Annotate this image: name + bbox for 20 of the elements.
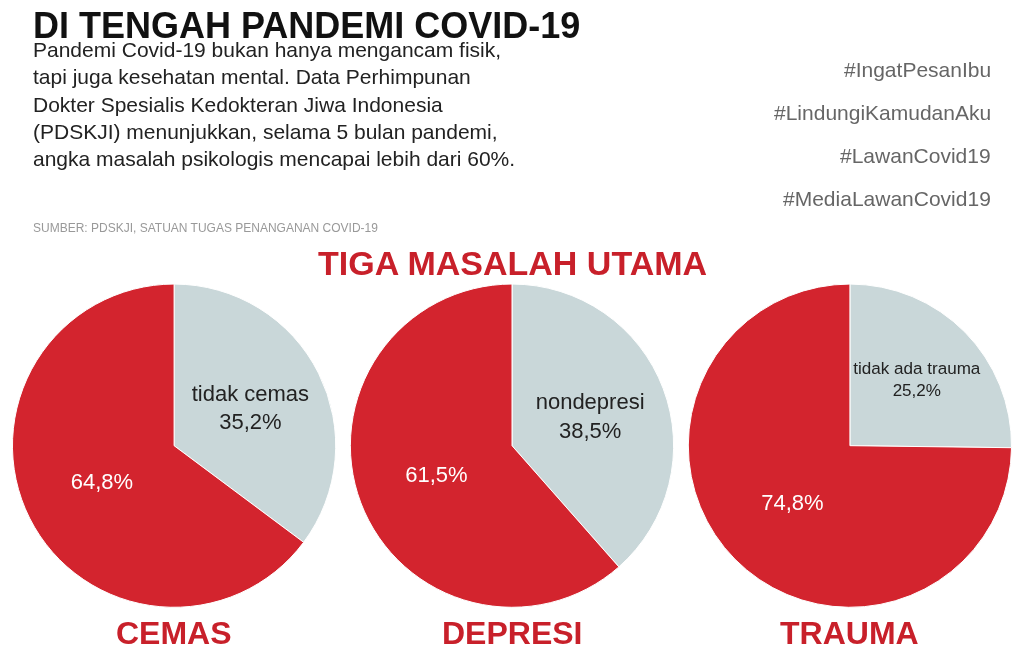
data-label: 74,8% xyxy=(761,489,824,515)
slice-label: tidak ada trauma xyxy=(853,359,981,379)
data-label: 64,8% xyxy=(70,469,134,495)
pie-slice xyxy=(687,283,1013,608)
text: SUMBER: PDSKJI, SATUAN TUGAS PENANGANAN COVID-19 xyxy=(33,221,379,235)
text: TIGA MASALAH UTAMA xyxy=(318,244,708,282)
text: #LawanCovid19 xyxy=(840,144,991,167)
text: #MediaLawanCovid19 xyxy=(783,187,991,210)
text: DEPRESI xyxy=(442,615,583,651)
text: TRAUMA xyxy=(780,615,919,651)
data-label: 38,5% xyxy=(558,417,622,443)
text: #IngatPesanIbu xyxy=(844,58,992,81)
text: #LindungiKamudanAku xyxy=(774,101,992,124)
text: CEMAS xyxy=(116,615,232,651)
data-label: 35,2% xyxy=(219,409,282,435)
slice-label: tidak cemas xyxy=(191,380,310,406)
data-label: 25,2% xyxy=(892,381,942,401)
data-label: 61,5% xyxy=(405,461,468,487)
text: Pandemi Covid-19 bukan hanya mengancam fisik, tapi juga kesehatan mental. Data Perhimpunan Dokter Spesialis Kedokteran Jiwa Indonesia (PDSKJI) menunjukkan, selama 5 bulan pandemi, angka masalah psikologis mencapai lebih dari 60%. xyxy=(33,38,516,171)
slice-label: nondepresi xyxy=(535,389,645,415)
